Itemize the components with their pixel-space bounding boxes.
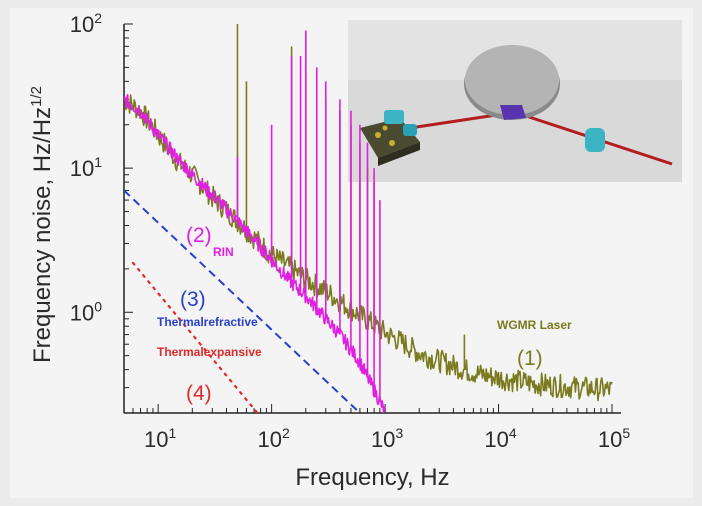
- thermorefractive-label: Thermalrefractive: [157, 315, 258, 329]
- thermoexpansive-tag: (4): [186, 382, 212, 405]
- x-axis-title: Frequency, Hz: [295, 464, 449, 491]
- y-axis-title: Frequency noise, Hz/Hz1/2: [28, 86, 56, 363]
- lens-left: [384, 110, 404, 124]
- y-tick-label: 101: [70, 154, 102, 181]
- lens-mid: [403, 124, 417, 136]
- series-layer: [124, 24, 613, 413]
- rin-curve: [124, 94, 386, 413]
- chip-pad-a: [375, 132, 381, 138]
- y-tick-label: 100: [70, 298, 102, 325]
- laser-beam-left: [409, 112, 504, 130]
- x-tick-label: 101: [144, 425, 176, 452]
- setup-illustration: [348, 20, 682, 182]
- y-tick-label: 102: [70, 10, 102, 37]
- x-tick-label: 103: [371, 425, 403, 452]
- x-tick-label: 104: [484, 425, 516, 452]
- chip-pad-b: [389, 140, 395, 146]
- rin-label: RIN: [213, 245, 234, 259]
- resonator-disk: [465, 45, 559, 115]
- thermoexpansive-line: [131, 261, 259, 413]
- x-tick-label: 105: [598, 425, 630, 452]
- lens-right: [585, 128, 605, 152]
- x-tick-label: 102: [257, 425, 289, 452]
- chip-pad-c: [382, 125, 388, 131]
- annotations-layer: (2)RIN (3) Thermalrefractive Thermalexpansi…: [157, 224, 572, 405]
- thermoexpansive-label: Thermalexpansive: [157, 345, 262, 359]
- coupling-prism: [500, 105, 526, 120]
- laser-chip-side: [378, 142, 420, 166]
- wgmr-laser-label: WGMR Laser: [497, 318, 572, 332]
- thermorefractive-line: [124, 189, 361, 413]
- wgmr-laser-tag: (1): [517, 347, 543, 370]
- rin-tag: (2): [186, 224, 212, 247]
- thermorefractive-tag: (3): [180, 288, 206, 311]
